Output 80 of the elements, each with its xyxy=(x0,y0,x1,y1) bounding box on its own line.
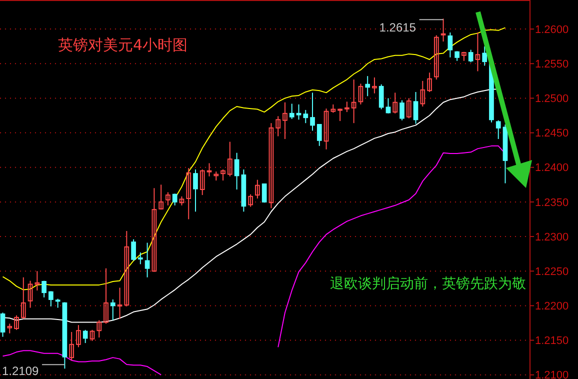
candlestick xyxy=(227,141,232,177)
y-tick-label: 1.2500 xyxy=(535,93,569,106)
candlestick xyxy=(482,46,488,66)
candlestick xyxy=(351,79,356,124)
y-tick-label: 1.2550 xyxy=(535,58,569,70)
candlestick xyxy=(69,331,74,361)
y-tick-label: 1.2450 xyxy=(535,128,569,140)
candlestick xyxy=(303,109,308,124)
candlestick xyxy=(28,280,33,308)
candlestick xyxy=(7,323,12,334)
candlestick xyxy=(434,34,439,80)
candlestick xyxy=(316,124,322,146)
candlestick xyxy=(496,120,501,140)
candlestick xyxy=(324,108,329,150)
candlestick xyxy=(378,84,384,110)
annotation: 1.2109 xyxy=(2,364,40,378)
candlestick xyxy=(475,32,480,72)
candlestick xyxy=(413,91,418,124)
y-tick-label: 1.2350 xyxy=(535,196,569,209)
candlestick xyxy=(117,287,122,320)
candlestick xyxy=(289,103,294,120)
candlestick xyxy=(0,312,6,338)
candlestick xyxy=(296,104,302,120)
candlestick xyxy=(262,183,267,204)
y-tick-label: 1.2150 xyxy=(535,335,569,348)
candlestick xyxy=(200,168,205,196)
candlestick xyxy=(172,193,178,206)
candlestick xyxy=(392,92,398,114)
candlestick xyxy=(158,184,164,210)
candlestick xyxy=(48,290,54,307)
candlestick xyxy=(310,92,315,132)
candlestick xyxy=(255,179,260,199)
candlestick xyxy=(268,122,274,209)
candlestick xyxy=(220,168,226,182)
candlestick xyxy=(42,280,46,298)
candlestick xyxy=(90,329,95,342)
candlestick xyxy=(338,108,342,122)
candlestick xyxy=(138,252,143,265)
candlestick xyxy=(427,72,432,92)
y-tick-label: 1.2400 xyxy=(535,162,569,174)
candlestick xyxy=(344,101,350,113)
y-tick-label: 1.2100 xyxy=(535,370,569,379)
candlestick xyxy=(365,76,370,97)
candlestick xyxy=(372,76,377,94)
candlestick xyxy=(406,98,412,119)
y-tick-label: 1.2200 xyxy=(535,300,569,313)
candlestick xyxy=(448,32,453,58)
candlestick xyxy=(206,162,212,177)
candlestick xyxy=(20,276,26,320)
candlestick xyxy=(454,50,460,62)
candlestick xyxy=(104,268,108,324)
candlestick xyxy=(152,188,157,272)
candlestick xyxy=(110,298,116,321)
y-tick-label: 1.2300 xyxy=(535,231,569,244)
candlestick xyxy=(386,98,391,114)
candlestick xyxy=(124,230,130,307)
candlestick xyxy=(468,49,474,63)
candlestick xyxy=(14,314,19,330)
candlestick xyxy=(96,320,102,338)
text: 英镑对美元4小时图 xyxy=(58,36,188,54)
candlestick xyxy=(248,194,253,208)
candlestick xyxy=(420,80,426,108)
annotation: 1.2615 xyxy=(379,20,416,35)
candlestick xyxy=(76,324,81,348)
candlestick xyxy=(358,83,364,105)
candlestick xyxy=(193,168,198,212)
candlestick xyxy=(186,168,192,220)
y-tick-label: 1.2250 xyxy=(535,266,569,278)
candlestick xyxy=(131,238,136,262)
candlestick xyxy=(440,18,446,42)
candlestick xyxy=(166,192,170,206)
candlestick xyxy=(82,329,88,344)
candlestick xyxy=(34,270,40,291)
candlestick xyxy=(144,242,150,278)
candlestick xyxy=(282,102,288,140)
candlestick xyxy=(400,100,404,121)
candlestick xyxy=(234,152,240,190)
candlestick xyxy=(276,116,281,137)
annotation: 退欧谈判启动前，英镑先跌为敬 xyxy=(330,276,526,292)
y-tick-label: 1.2600 xyxy=(535,24,569,36)
